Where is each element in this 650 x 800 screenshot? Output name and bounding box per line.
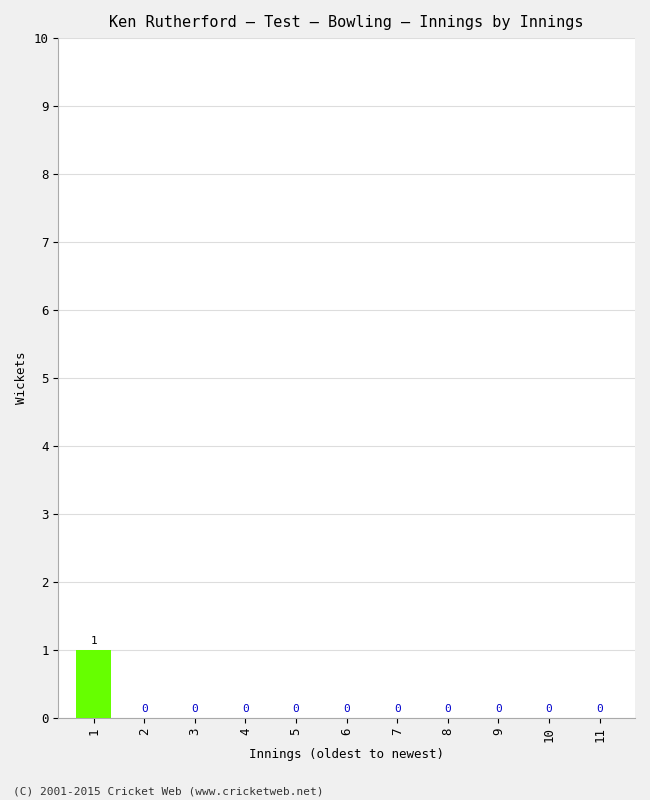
Title: Ken Rutherford – Test – Bowling – Innings by Innings: Ken Rutherford – Test – Bowling – Inning… — [109, 15, 584, 30]
Text: (C) 2001-2015 Cricket Web (www.cricketweb.net): (C) 2001-2015 Cricket Web (www.cricketwe… — [13, 786, 324, 796]
Text: 0: 0 — [292, 704, 300, 714]
Text: 0: 0 — [394, 704, 400, 714]
Text: 0: 0 — [192, 704, 198, 714]
Text: 0: 0 — [343, 704, 350, 714]
Text: 0: 0 — [545, 704, 552, 714]
Bar — [76, 650, 111, 718]
X-axis label: Innings (oldest to newest): Innings (oldest to newest) — [249, 748, 444, 761]
Text: 0: 0 — [242, 704, 249, 714]
Text: 0: 0 — [141, 704, 148, 714]
Text: 0: 0 — [495, 704, 502, 714]
Y-axis label: Wickets: Wickets — [15, 352, 28, 404]
Text: 1: 1 — [90, 636, 97, 646]
Text: 0: 0 — [445, 704, 451, 714]
Text: 0: 0 — [596, 704, 603, 714]
